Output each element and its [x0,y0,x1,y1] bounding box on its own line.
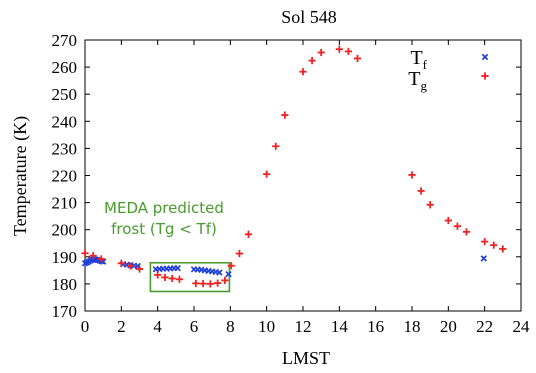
legend-marker-x [481,53,489,61]
y-tick-label: 200 [52,221,78,240]
tg-point [462,228,471,236]
axis-ticks [84,39,522,312]
x-tick-label: 24 [513,317,531,336]
tg-point [417,187,425,195]
x-tick-label: 18 [404,317,421,336]
tg-point [175,275,184,283]
y-tick-label: 170 [52,302,78,321]
tg-point [221,276,229,284]
tg-point [299,68,307,76]
tg-point [199,280,207,288]
x-tick-label: 10 [258,317,275,336]
tg-point [281,111,289,119]
data-markers [81,45,507,288]
tg-point [272,142,280,150]
tg-point [235,249,244,258]
axis-tick-labels: 0 2 4 6 8 10 12 14 16 18 20 22 241701801902002102202… [52,31,531,336]
tg-point [168,274,176,283]
x-tick-label: 6 [190,317,199,336]
tf-point [480,255,487,262]
tg-point [344,47,353,55]
annotation-line-1: MEDA predicted [104,199,224,217]
chart-title: Sol 548 [281,7,337,27]
tg-point [126,262,135,270]
annotation-line-2: frost (Tg < Tf) [111,220,217,238]
legend-marker-tf [481,53,489,61]
legend: Tf Tg [408,47,489,93]
legend-label-tg: Tg [408,68,427,93]
tg-point [244,230,253,238]
tg-point [154,271,162,279]
tg-point [117,259,125,267]
y-tick-label: 260 [52,58,78,77]
tg-point [453,222,462,230]
x-tick-label: 0 [81,317,90,336]
frost-annotation: MEDA predicted frost (Tg < Tf) [104,199,231,293]
y-tick-label: 250 [52,85,78,104]
tg-point [499,245,507,253]
tg-point [426,201,434,209]
y-axis-label: Temperature (K) [10,116,31,236]
y-tick-label: 270 [52,31,78,50]
x-axis-label: LMST [282,348,330,368]
tg-point [490,241,498,249]
tg-point [317,48,325,57]
legend-marker-tg [481,72,489,80]
x-tick-label: 14 [331,317,349,336]
legend-marker-plus [481,72,489,80]
x-tick-label: 4 [153,317,162,336]
x-tick-label: 22 [476,317,493,336]
tg-point [135,265,144,273]
tg-point [408,171,416,179]
x-tick-label: 12 [295,317,312,336]
tg-point [161,273,169,281]
tf-point [225,270,232,278]
y-tick-label: 230 [52,139,78,158]
legend-label-tf: Tf [410,47,427,72]
tg-point [444,216,452,225]
tg-point [81,249,89,257]
tf-point [174,264,181,272]
tg-point [263,170,271,178]
x-tick-label: 2 [117,317,126,336]
tf-point [216,269,223,276]
y-tick-label: 210 [52,194,78,213]
x-tick-label: 20 [440,317,457,336]
y-tick-label: 220 [52,167,78,186]
y-tick-label: 190 [52,248,78,267]
frost-highlight-box [149,261,231,293]
tg-point [308,56,316,65]
x-tick-label: 8 [226,317,235,336]
tg-point [214,279,222,287]
x-tick-label: 16 [367,317,384,336]
tg-point [335,45,343,53]
tg-point [89,252,97,260]
tg-point [353,54,362,63]
y-tick-label: 240 [52,112,78,131]
tg-point [97,255,105,263]
tg-point [192,279,200,287]
tg-point [481,238,489,246]
tg-point [227,262,235,270]
tg-point [206,280,214,288]
y-tick-label: 180 [52,275,78,294]
